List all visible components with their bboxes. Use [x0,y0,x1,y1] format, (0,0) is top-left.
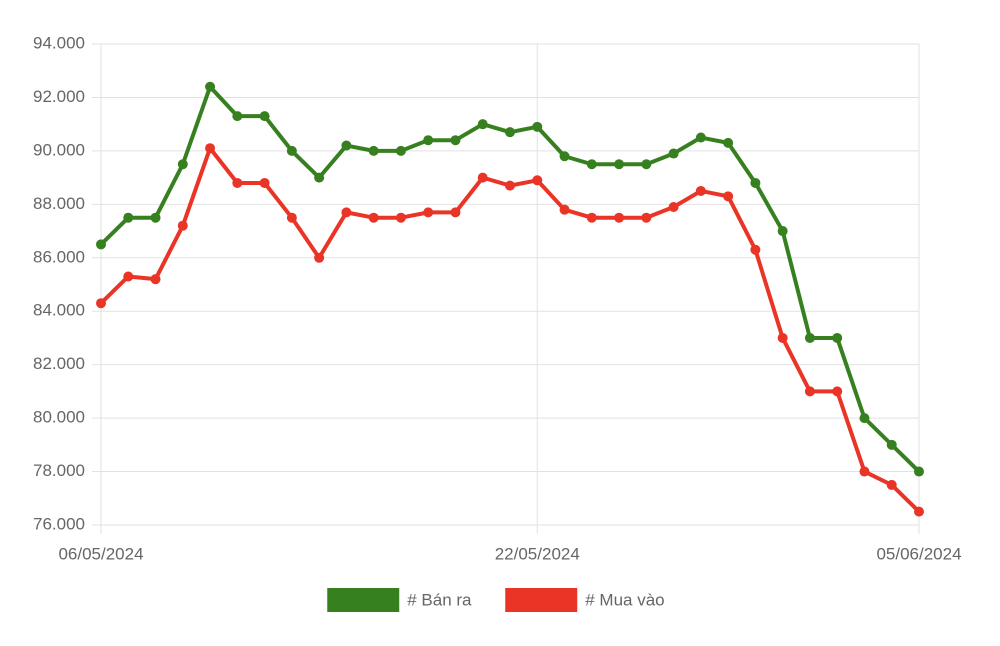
point [477,172,488,183]
y-tick-label: 94.000 [33,33,85,52]
point [259,177,270,188]
point [395,145,406,156]
point [505,127,515,138]
y-tick-label: 84.000 [33,301,85,320]
point [150,212,161,223]
point [123,271,134,282]
legend-swatch [505,588,578,612]
point [259,111,270,122]
point [668,148,679,159]
legend-swatch [327,588,400,612]
point [614,159,625,170]
point [750,244,761,255]
point [886,439,897,450]
point [804,332,815,343]
point [423,135,434,146]
point [668,202,679,213]
point [505,180,515,191]
y-tick-label: 92.000 [33,87,85,106]
point [695,132,706,143]
point [450,207,461,218]
point [286,145,297,156]
legend-label: # Mua vào [585,590,664,609]
point [150,274,161,285]
y-tick-label: 86.000 [33,247,85,266]
point [205,143,216,154]
point [641,159,652,170]
point [723,191,734,202]
line [99,84,921,473]
point [614,212,625,223]
point [586,212,597,223]
y-tick-label: 90.000 [33,140,85,159]
y-tick-label: 78.000 [33,461,85,480]
x-tick-label: 22/05/2024 [495,544,580,563]
point [232,111,243,122]
y-tick-label: 82.000 [33,354,85,373]
x-tick-label: 05/06/2024 [876,544,961,563]
point [859,466,870,477]
point [96,298,106,309]
point [341,140,352,151]
line [99,146,921,514]
point [695,185,706,196]
point [314,252,325,263]
point [777,332,788,343]
point [804,386,815,397]
point [341,207,352,218]
point [723,137,734,148]
point [450,135,461,146]
point [559,151,570,162]
point [314,172,325,183]
point [123,212,134,223]
point [232,177,243,188]
point [368,212,379,223]
point [96,239,106,250]
point [395,212,406,223]
x-tick-label: 06/05/2024 [58,544,143,563]
point [750,177,761,188]
point [886,479,897,490]
point [532,175,543,186]
point [777,226,788,237]
point [914,466,924,477]
point [532,121,543,132]
point [559,204,570,215]
y-tick-label: 88.000 [33,194,85,213]
y-tick-label: 80.000 [33,408,85,427]
point [832,332,843,343]
point [368,145,379,156]
point [177,159,188,170]
point [641,212,652,223]
point [859,413,870,424]
point [177,220,188,231]
point [914,506,924,517]
point [586,159,597,170]
point [286,212,297,223]
y-tick-label: 76.000 [33,514,85,533]
legend-label: # Bán ra [407,590,472,609]
point [423,207,434,218]
point [832,386,843,397]
point [205,81,216,92]
point [477,119,488,130]
